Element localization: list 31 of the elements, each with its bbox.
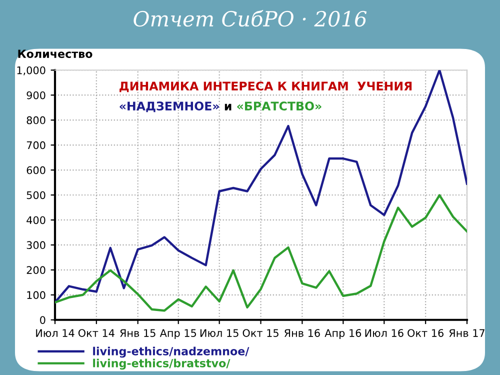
y-tick-label: 300 bbox=[26, 241, 46, 250]
annotation: «НАДЗЕМНОЕ» bbox=[120, 102, 219, 112]
annotation: «БРАТСТВО» bbox=[237, 102, 322, 110]
x-tick-label: Июл 15 bbox=[200, 329, 238, 337]
y-tick-label: 500 bbox=[26, 191, 46, 200]
y-tick-label: 400 bbox=[26, 216, 46, 224]
y-tick-label: 900 bbox=[26, 91, 46, 100]
y-tick-label: 1,000 bbox=[17, 66, 46, 76]
y-axis-title: Количество bbox=[18, 50, 92, 58]
y-tick-label: 700 bbox=[26, 141, 46, 150]
legend-label: living-ethics/nadzemnoe/ bbox=[93, 346, 250, 358]
x-tick-label: Июл 14 bbox=[36, 329, 74, 337]
text: ДИНАМИКА ИНТЕРЕСА К КНИГАМ УЧЕНИЯ bbox=[120, 82, 412, 92]
x-tick-label: Янв 16 bbox=[284, 329, 320, 337]
annotation: и bbox=[224, 104, 232, 110]
x-tick-label: Окт 14 bbox=[78, 329, 114, 337]
x-tick-label: Окт 16 bbox=[408, 329, 444, 337]
x-tick-label: Апр 15 bbox=[160, 329, 196, 339]
y-tick-label: 800 bbox=[26, 116, 46, 124]
x-tick-label: Янв 15 bbox=[120, 329, 156, 337]
x-tick-label: Окт 15 bbox=[242, 329, 278, 337]
y-tick-label: 600 bbox=[26, 166, 46, 174]
y-tick-label: 200 bbox=[26, 266, 46, 274]
x-tick-label: Янв 17 bbox=[449, 329, 484, 337]
y-tick-label: 0 bbox=[40, 316, 46, 324]
chart-title: Отчет СибРО · 2016 bbox=[134, 10, 367, 27]
line-series bbox=[55, 194, 467, 312]
y-tick-label: 100 bbox=[27, 291, 46, 300]
x-tick-label: Июл 16 bbox=[365, 329, 404, 337]
x-tick-label: Апр 16 bbox=[324, 329, 362, 339]
legend-label: living-ethics/bratstvo/ bbox=[93, 358, 230, 370]
